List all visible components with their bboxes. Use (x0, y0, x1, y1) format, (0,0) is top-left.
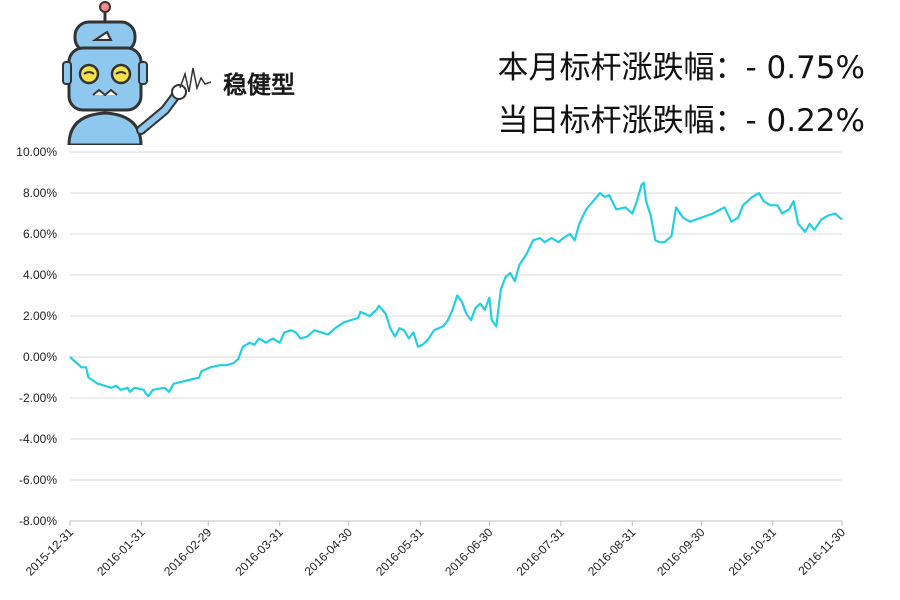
month-change-label: 本月标杆涨跌幅：- 0.75% (497, 50, 865, 86)
y-tick-label: -6.00% (19, 473, 57, 487)
y-tick-label: 4.00% (23, 268, 57, 282)
x-tick-label: 2016-09-30 (654, 525, 708, 579)
x-tick-label: 2016-03-31 (233, 525, 287, 579)
x-tick-label: 2016-06-30 (442, 525, 496, 579)
y-tick-label: 10.00% (16, 145, 57, 159)
x-axis-ticks: 2015-12-31 2016-01-31 2016-02-29 2016-03-31… (23, 525, 849, 579)
y-tick-label: 0.00% (23, 350, 57, 364)
y-axis-ticks: 10.00% 8.00% 6.00% 4.00% 2.00% 0.00% -2.00% -4.… (16, 145, 57, 528)
y-tick-label: -8.00% (19, 514, 57, 528)
x-tick-label: 2016-11-30 (795, 525, 848, 578)
y-tick-label: 6.00% (23, 227, 57, 241)
x-tick-label: 2016-07-31 (514, 525, 568, 579)
y-tick-label: -2.00% (19, 391, 57, 405)
line-chart: 10.00% 8.00% 6.00% 4.00% 2.00% 0.00% -2.00% -4.… (16, 145, 849, 579)
x-tick-label: 2016-10-31 (726, 525, 780, 579)
series-line (69, 181, 843, 398)
x-tick-label: 2015-12-31 (23, 525, 77, 579)
y-tick-label: 8.00% (23, 186, 57, 200)
badge-text: 稳健型 (223, 71, 295, 99)
day-change-label: 当日标杆涨跌幅：- 0.22% (497, 103, 865, 139)
chart-grid (70, 151, 842, 522)
x-tick-label: 2016-08-31 (585, 525, 639, 579)
x-tick-label: 2016-01-31 (94, 525, 148, 579)
x-axis (69, 520, 843, 526)
robot-mascot-icon: 稳健型 (62, 1, 302, 145)
x-tick-label: 2016-04-30 (302, 525, 356, 579)
x-tick-label: 2016-05-31 (373, 525, 427, 579)
x-tick-label: 2016-02-29 (161, 525, 215, 579)
y-tick-label: 2.00% (23, 309, 57, 323)
y-tick-label: -4.00% (19, 432, 57, 446)
